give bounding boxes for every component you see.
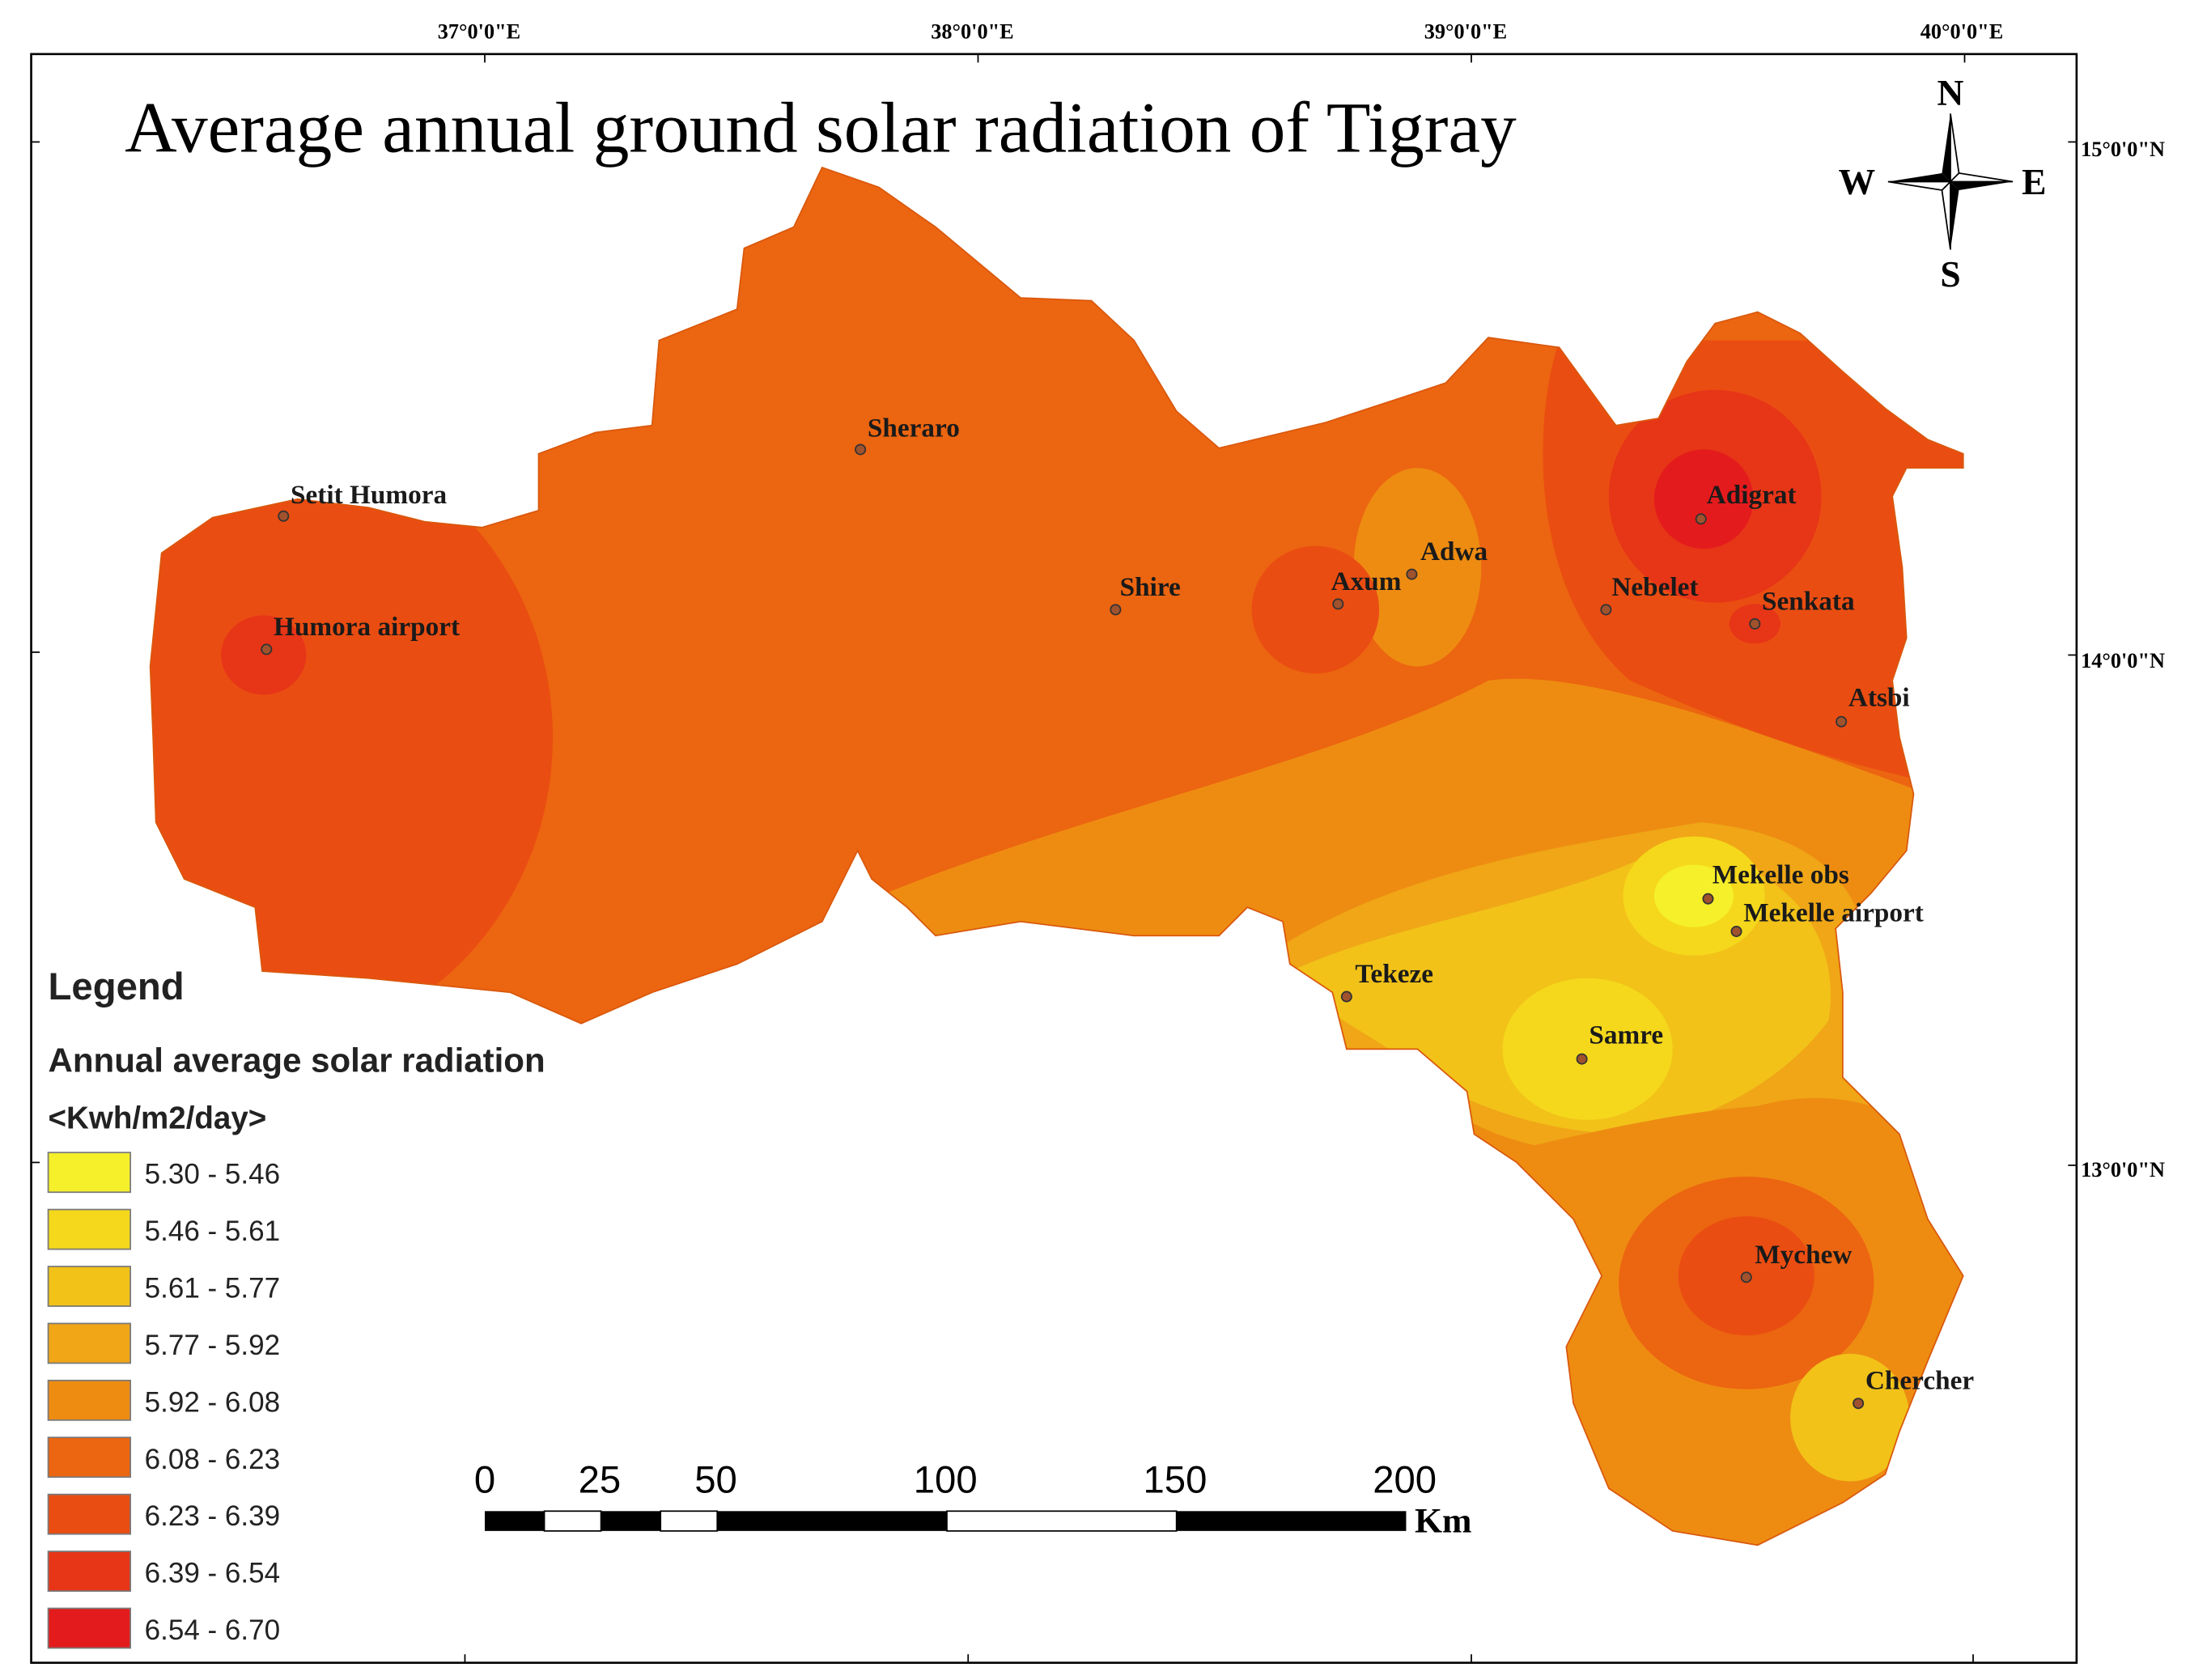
legend-swatch: [47, 1436, 132, 1478]
legend-class-label: 5.92 - 6.08: [145, 1386, 280, 1418]
station-marker[interactable]: [1110, 604, 1122, 616]
compass-north-half: [1950, 113, 1960, 184]
station-label: Samre: [1589, 1020, 1663, 1050]
scale-label: 150: [1144, 1459, 1207, 1502]
station-marker[interactable]: [1600, 604, 1612, 616]
legend-swatch: [47, 1208, 132, 1250]
scale-segment: [717, 1511, 947, 1531]
scale-label: 0: [474, 1459, 495, 1502]
legend: Legend Annual average solar radiation <K…: [47, 965, 545, 1649]
legend-class-label: 5.61 - 5.77: [145, 1273, 280, 1305]
station-marker[interactable]: [1749, 617, 1761, 630]
station-marker[interactable]: [1695, 513, 1707, 525]
legend-class-label: 5.46 - 5.61: [145, 1215, 280, 1247]
legend-swatch: [47, 1266, 132, 1307]
station-label: Setit Humora: [291, 480, 447, 510]
right-tick-label: 13°0'0"N: [2081, 1158, 2165, 1182]
legend-class-label: 6.23 - 6.39: [145, 1500, 280, 1532]
scale-segment: [484, 1511, 545, 1531]
zone-mekelle-core: [1653, 864, 1734, 927]
scale-segment: [601, 1511, 661, 1531]
legend-class-label: 5.77 - 5.92: [145, 1330, 280, 1361]
compass-n-label: N: [1937, 72, 1964, 113]
legend-class-list: 5.30 - 5.46 5.46 - 5.61 5.61 - 5.77 5.77 - …: [47, 1152, 280, 1649]
compass-south-half: [1941, 180, 1951, 250]
station-marker[interactable]: [1740, 1271, 1752, 1283]
scale-segment: [543, 1510, 602, 1532]
right-tick-label: 15°0'0"N: [2081, 138, 2165, 161]
top-tick-label: 40°0'0"E: [1921, 20, 2003, 44]
station-label: Tekeze: [1355, 959, 1433, 989]
compass-e-label: E: [2022, 161, 2046, 202]
top-tick-label: 38°0'0"E: [931, 20, 1013, 44]
station-marker[interactable]: [278, 510, 290, 522]
scale-bar: 0 25 50 100 150 200 Km: [474, 1459, 1472, 1541]
zone-samre: [1502, 978, 1673, 1120]
station-marker[interactable]: [855, 443, 867, 456]
scale-label: 200: [1373, 1459, 1437, 1502]
zone-adigrat-core: [1653, 449, 1754, 549]
station-label: Adwa: [1420, 537, 1488, 566]
legend-swatch: [47, 1493, 132, 1535]
region-outline: [149, 166, 1964, 1546]
zone-adwa: [1353, 468, 1482, 667]
compass-w-label: W: [1839, 161, 1876, 202]
map-title: Average annual ground solar radiation of…: [125, 88, 1517, 168]
legend-swatch: [47, 1607, 132, 1649]
legend-class-label: 6.08 - 6.23: [145, 1444, 280, 1475]
scale-segment: [946, 1510, 1178, 1532]
station-label: Axum: [1331, 566, 1402, 596]
station-marker[interactable]: [261, 643, 273, 655]
compass-east-half: [1948, 172, 2014, 183]
station-label: Sheraro: [868, 414, 960, 443]
scale-segment: [660, 1510, 719, 1532]
station-label: Nebelet: [1611, 572, 1698, 602]
zone-humora-core: [221, 615, 307, 695]
scale-label: 50: [694, 1459, 737, 1502]
zone-chercher: [1790, 1353, 1910, 1482]
legend-swatch: [47, 1379, 132, 1421]
station-label: Atsbi: [1848, 682, 1910, 712]
compass-west-half: [1887, 180, 1953, 191]
station-marker[interactable]: [1332, 598, 1344, 610]
station-marker[interactable]: [1406, 568, 1418, 580]
tigray-region: [150, 167, 1963, 1546]
legend-class-label: 6.54 - 6.70: [145, 1614, 280, 1646]
legend-class-label: 5.30 - 5.46: [145, 1159, 280, 1190]
station-label: Adigrat: [1707, 480, 1797, 510]
station-label: Shire: [1120, 572, 1181, 602]
station-marker[interactable]: [1836, 715, 1848, 728]
station-marker[interactable]: [1340, 991, 1352, 1003]
top-tick-label: 37°0'0"E: [438, 20, 520, 44]
right-tick-label: 14°0'0"N: [2081, 649, 2165, 672]
station-label: Chercher: [1865, 1366, 1974, 1396]
station-label: Senkata: [1762, 586, 1855, 616]
map-frame: [30, 53, 2078, 1665]
scale-label: 100: [914, 1459, 978, 1502]
legend-swatch: [47, 1322, 132, 1364]
station-marker[interactable]: [1702, 893, 1714, 905]
legend-subtitle: Annual average solar radiation: [49, 1041, 545, 1079]
station-marker[interactable]: [1730, 925, 1742, 937]
legend-unit: <Kwh/m2/day>: [49, 1101, 267, 1135]
north-arrow: N S E W: [1839, 72, 2047, 295]
legend-class-label: 6.39 - 6.54: [145, 1558, 280, 1589]
scale-segment: [1176, 1511, 1407, 1531]
station-label: Mychew: [1755, 1240, 1852, 1270]
station-label: Humora airport: [274, 612, 460, 642]
zone-west: [150, 425, 554, 1050]
scale-unit: Km: [1415, 1502, 1472, 1541]
zone-axum: [1251, 545, 1380, 674]
station-label: Mekelle airport: [1743, 898, 1924, 928]
station-marker[interactable]: [1853, 1398, 1865, 1410]
station-marker[interactable]: [1576, 1053, 1588, 1065]
station-label: Mekelle obs: [1713, 859, 1849, 889]
legend-swatch: [47, 1551, 132, 1592]
legend-title: Legend: [49, 965, 185, 1008]
top-tick-label: 39°0'0"E: [1424, 20, 1507, 44]
compass-s-label: S: [1940, 253, 1960, 295]
scale-label: 25: [579, 1459, 622, 1502]
legend-swatch: [47, 1152, 132, 1194]
